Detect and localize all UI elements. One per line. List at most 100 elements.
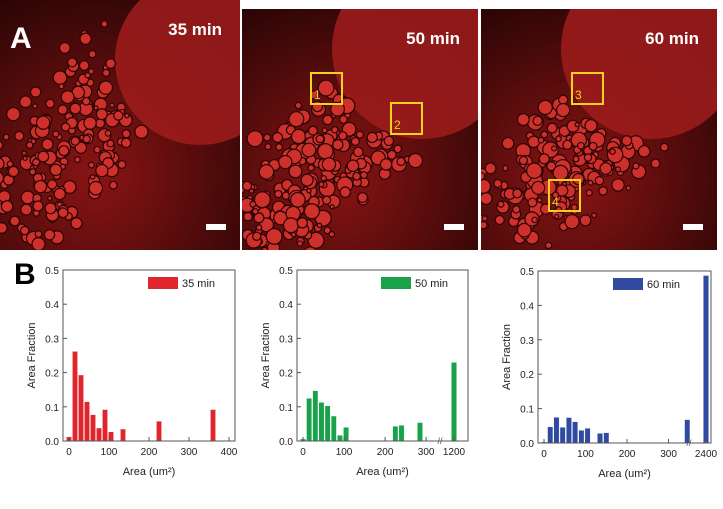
small-droplet [532,115,543,126]
y-tick-label: 0.2 [520,370,534,381]
small-droplet [288,164,303,179]
time-label: 50 min [406,29,460,48]
y-tick-label: 0.0 [45,437,59,448]
small-droplet [290,128,307,145]
small-droplet [544,241,553,250]
micrograph-35min: 35 min [0,0,240,250]
small-droplet [562,139,573,151]
small-droplet [32,158,41,167]
large-droplet [115,0,240,145]
bar [566,417,572,444]
bar [96,427,102,442]
small-droplet [278,154,293,170]
small-droplet [7,165,20,178]
small-droplet [332,139,344,151]
small-droplet [350,136,360,146]
bar [324,405,331,442]
small-droplet [360,171,368,180]
small-droplet [98,80,114,95]
small-droplet [516,222,532,238]
small-droplet [88,49,97,59]
small-droplet [484,162,497,175]
bar [318,402,325,442]
small-droplet [537,99,553,116]
bar [547,426,554,444]
small-droplet [512,188,523,199]
small-droplet [611,178,625,192]
y-tick-label: 0.2 [279,369,293,380]
small-droplet [79,32,92,45]
small-droplet [2,133,10,141]
small-droplet [28,168,37,176]
bar [312,390,319,442]
small-droplet [120,137,132,149]
small-droplet [248,188,255,194]
small-droplet [52,70,68,86]
bar [451,362,457,442]
small-droplet [95,163,109,178]
small-droplet [546,161,557,172]
micrograph-image [0,0,240,250]
axis-break-mark: // [686,438,692,448]
small-droplet [572,155,580,163]
bar [703,275,709,444]
small-droplet [330,101,345,117]
small-droplet [329,204,335,210]
small-droplet [67,57,78,68]
small-droplet [242,180,253,191]
small-droplet [594,175,605,186]
scale-bar [683,224,703,230]
small-droplet [108,180,118,190]
small-droplet [43,229,56,241]
bar [603,432,610,444]
small-droplet [614,166,622,173]
small-droplet [0,222,8,234]
small-droplet [591,212,597,219]
small-droplet [493,178,503,188]
small-droplet [20,190,35,205]
small-droplet [21,150,27,156]
small-droplet [32,200,44,212]
micrograph-60min: 60 min 3 4 [481,9,717,250]
small-droplet [83,116,97,130]
small-droplet [20,203,33,216]
small-droplet [265,227,283,245]
small-droplet [106,139,115,148]
small-droplet [584,119,598,133]
x-tick-label: 300 [181,447,198,458]
bar [84,401,90,442]
x-tick-label: 100 [336,447,353,458]
small-droplet [249,200,257,208]
small-droplet [383,135,395,147]
y-tick-label: 0.5 [279,266,293,277]
small-droplet [124,112,130,119]
small-droplet [47,195,53,201]
small-droplet [274,189,283,199]
small-droplet [94,118,106,129]
y-tick-label: 0.5 [520,267,534,278]
y-axis-label: Area Fraction [260,322,272,388]
small-droplet [481,178,492,194]
small-droplet [321,157,337,172]
histogram-charts: 0.0 0.1 0.2 0.3 0.4 0.5 0 100 200 300 400 Area (um²… [26,266,718,480]
small-droplet [538,153,550,165]
y-tick-label: 0.0 [520,439,534,450]
x-tick-label: 0 [541,449,547,460]
roi-box-1: 1 [310,72,343,105]
small-droplet [577,141,585,150]
small-droplet [288,111,305,128]
small-droplet [346,159,360,173]
x-tick-label: 100 [577,449,594,460]
small-droplet [396,156,406,167]
small-droplet [558,94,569,105]
small-droplet [536,197,543,203]
small-droplet [625,185,632,191]
small-droplet [31,237,46,250]
small-droplet [261,246,268,250]
small-droplet [494,214,505,226]
small-droplet [290,231,297,238]
small-droplet [338,114,348,124]
small-droplet [512,205,521,214]
small-droplet [134,124,149,139]
small-droplet [322,114,334,126]
